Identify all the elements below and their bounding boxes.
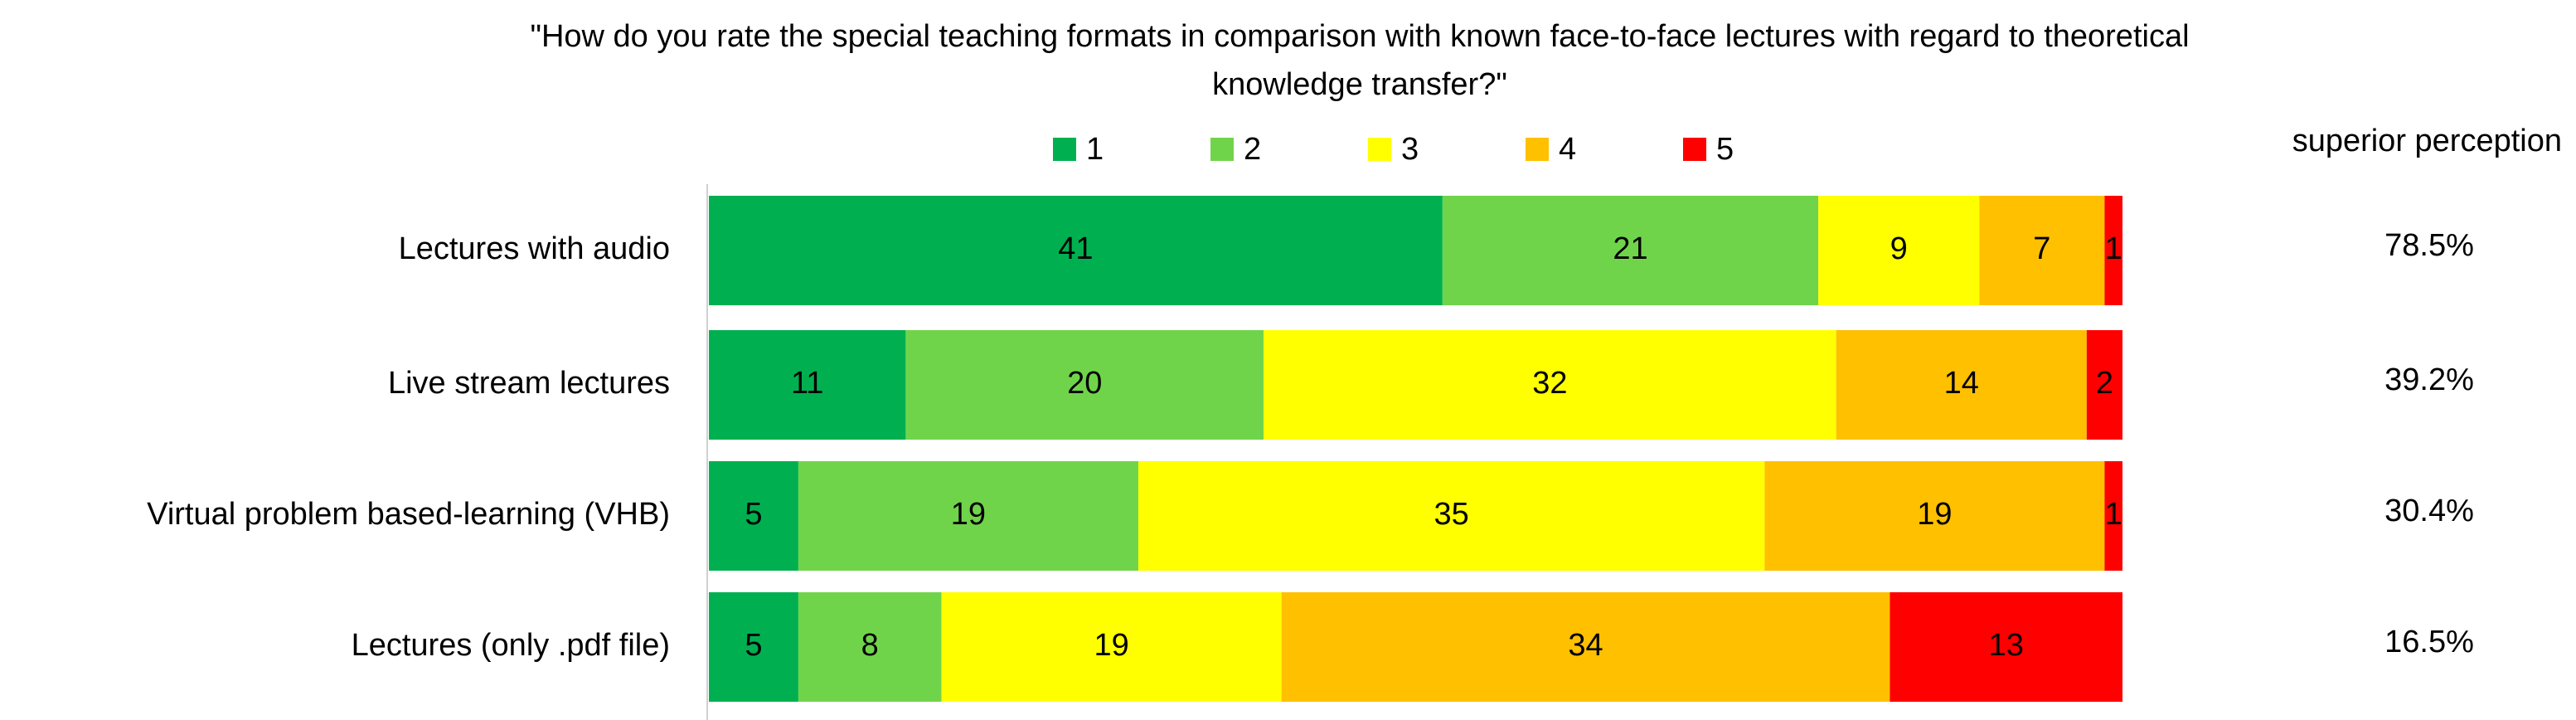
data-label: 8 — [861, 628, 879, 663]
superior-perception-value: 16.5% — [2384, 625, 2474, 659]
bar-segment — [1281, 592, 1890, 702]
data-label: 34 — [1568, 628, 1603, 663]
y-tick-label: Live stream lectures — [388, 366, 670, 401]
bar-segment — [709, 461, 798, 571]
bar-segment — [1264, 330, 1836, 440]
data-label: 35 — [1434, 497, 1469, 532]
data-label: 20 — [1067, 366, 1102, 401]
bar-segment — [1442, 196, 1819, 305]
legend-swatch — [1368, 138, 1391, 161]
bar-segment — [905, 330, 1264, 440]
bar-segment — [1836, 330, 2087, 440]
data-label: 11 — [791, 366, 823, 401]
data-label: 5 — [745, 497, 762, 532]
bar-segment — [798, 592, 942, 702]
data-label: 19 — [1094, 628, 1128, 663]
data-label: 1 — [2105, 497, 2122, 532]
y-tick-label: Lectures with audio — [399, 231, 670, 266]
bar-segment — [798, 461, 1138, 571]
bar-segment — [1890, 592, 2122, 702]
data-label: 1 — [2105, 231, 2122, 266]
bar-segment — [709, 592, 798, 702]
bar-segment — [2086, 330, 2122, 440]
bar-segment — [709, 330, 906, 440]
legend-label: 4 — [1559, 132, 1576, 167]
data-label: 13 — [1989, 628, 2024, 663]
legend-label: 1 — [1086, 132, 1104, 167]
y-tick-label: Virtual problem based-learning (VHB) — [147, 497, 670, 532]
bar-segment — [1138, 461, 1765, 571]
legend-swatch — [1210, 138, 1234, 161]
data-label: 19 — [1917, 497, 1952, 532]
chart-title: knowledge transfer?" — [1212, 67, 1507, 102]
column-header: superior perception — [2292, 124, 2562, 158]
legend-swatch — [1053, 138, 1076, 161]
bar-segment — [2104, 196, 2122, 305]
data-label: 7 — [2033, 231, 2050, 266]
data-label: 21 — [1613, 231, 1647, 266]
data-label: 41 — [1058, 231, 1093, 266]
bar-segment — [709, 196, 1443, 305]
legend-swatch — [1526, 138, 1549, 161]
bar-segment — [1764, 461, 2105, 571]
superior-perception-value: 39.2% — [2384, 362, 2474, 397]
superior-perception-value: 30.4% — [2384, 494, 2474, 528]
legend-label: 3 — [1401, 132, 1419, 167]
bar-segment — [1818, 196, 1980, 305]
bar-segment — [1979, 196, 2105, 305]
superior-perception-value: 78.5% — [2384, 228, 2474, 263]
data-label: 2 — [2096, 366, 2113, 401]
bar-segment — [2104, 461, 2122, 571]
data-label: 19 — [951, 497, 986, 532]
data-label: 9 — [1890, 231, 1908, 266]
data-label: 14 — [1944, 366, 1979, 401]
legend-label: 2 — [1244, 132, 1261, 167]
data-label: 5 — [745, 628, 762, 663]
bar-segment — [941, 592, 1282, 702]
legend-label: 5 — [1716, 132, 1734, 167]
chart-title: "How do you rate the special teaching fo… — [530, 19, 2189, 54]
data-label: 32 — [1532, 366, 1567, 401]
legend-swatch — [1683, 138, 1706, 161]
y-tick-label: Lectures (only .pdf file) — [352, 628, 670, 663]
